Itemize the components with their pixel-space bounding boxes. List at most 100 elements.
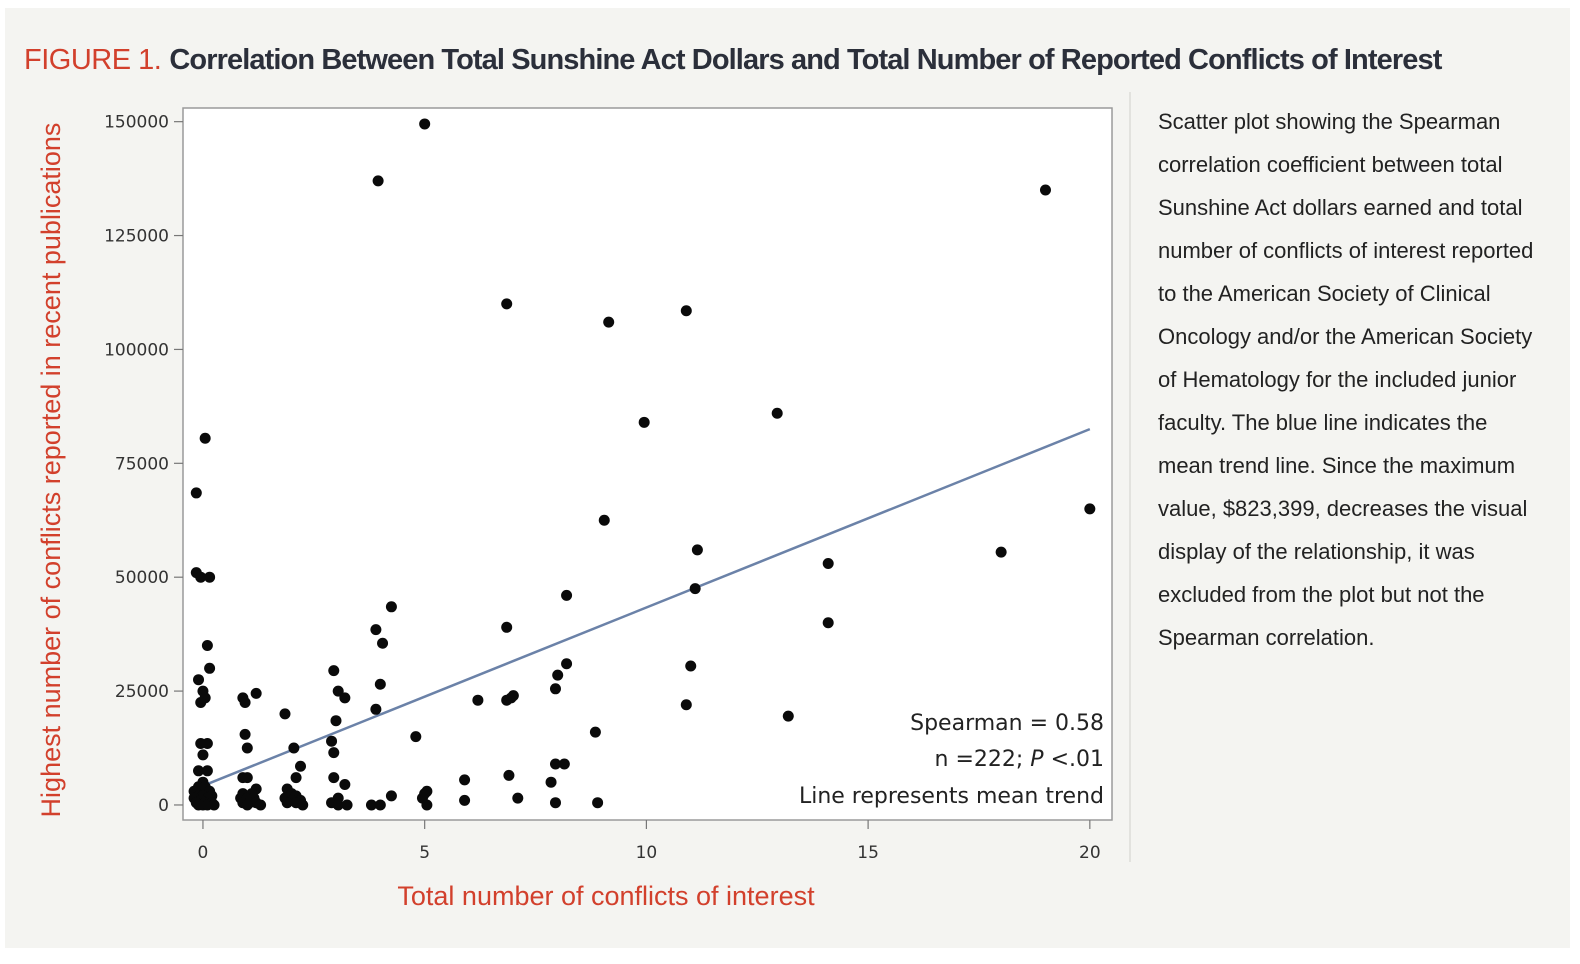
data-point <box>201 737 213 749</box>
data-point <box>782 710 794 722</box>
annotation-spearman: Spearman = 0.58 <box>910 711 1104 736</box>
data-point <box>365 799 377 811</box>
figure-title-text: Correlation Between Total Sunshine Act D… <box>169 44 1442 76</box>
data-point <box>459 794 471 806</box>
x-tick-label: 20 <box>1079 843 1101 863</box>
data-point <box>374 799 386 811</box>
data-point <box>561 658 573 670</box>
data-point <box>680 699 692 711</box>
data-point <box>638 416 650 428</box>
data-point <box>288 742 300 754</box>
data-point <box>691 544 703 556</box>
data-point <box>512 792 524 804</box>
data-point <box>771 407 783 419</box>
data-point <box>332 685 344 697</box>
data-point <box>239 728 251 740</box>
data-point <box>241 772 253 784</box>
data-point <box>552 669 564 681</box>
y-tick-label: 25000 <box>115 682 169 702</box>
trend-line <box>202 427 1091 787</box>
data-point <box>503 769 515 781</box>
data-point <box>558 758 570 770</box>
y-tick-label: 100000 <box>104 340 169 360</box>
data-point <box>549 797 561 809</box>
data-point <box>330 715 342 727</box>
y-tick-label: 50000 <box>115 568 169 588</box>
data-point <box>204 662 216 674</box>
data-point <box>589 726 601 738</box>
data-point <box>545 776 557 788</box>
data-point <box>507 690 519 702</box>
data-point <box>822 558 834 570</box>
annotation-p-value: <.01 <box>1044 747 1104 772</box>
annotation-n: n =222; <box>935 747 1031 772</box>
data-point <box>421 799 433 811</box>
data-point <box>370 624 382 636</box>
y-tick-label: 0 <box>158 796 169 816</box>
data-point <box>374 678 386 690</box>
figure-title: FIGURE 1. Correlation Between Total Suns… <box>24 42 1442 78</box>
data-point <box>995 546 1007 558</box>
data-point <box>297 799 309 811</box>
data-point <box>385 790 397 802</box>
data-point <box>195 571 207 583</box>
x-tick-label: 10 <box>636 843 658 863</box>
data-point <box>1039 184 1051 196</box>
data-point <box>290 772 302 784</box>
data-point <box>459 774 471 786</box>
data-point <box>410 731 422 743</box>
data-point <box>689 583 701 595</box>
data-point <box>561 589 573 601</box>
data-point <box>598 514 610 526</box>
data-point <box>241 799 253 811</box>
x-tick-label: 15 <box>857 843 879 863</box>
data-point <box>385 601 397 613</box>
data-point <box>201 765 213 777</box>
data-point <box>239 696 251 708</box>
data-point <box>341 799 353 811</box>
data-point <box>190 487 202 499</box>
data-point <box>281 797 293 809</box>
data-point <box>685 660 697 672</box>
y-tick-label: 125000 <box>104 227 169 247</box>
data-point <box>419 118 431 130</box>
figure-caption: Scatter plot showing the Spearman correl… <box>1158 109 1534 650</box>
data-point <box>339 692 351 704</box>
data-point <box>279 708 291 720</box>
data-point <box>501 621 513 633</box>
data-point <box>603 316 615 328</box>
data-point <box>326 735 338 747</box>
y-tick-label: 75000 <box>115 454 169 474</box>
data-point <box>372 175 384 187</box>
data-point <box>1084 503 1096 515</box>
data-point <box>332 799 344 811</box>
data-point <box>680 305 692 317</box>
data-point <box>472 694 484 706</box>
y-tick-label: 150000 <box>104 113 169 133</box>
data-point <box>250 687 262 699</box>
data-point <box>295 760 307 772</box>
data-point <box>328 747 340 759</box>
data-point <box>822 617 834 629</box>
figure-label: FIGURE 1. <box>24 44 162 76</box>
x-tick-label: 0 <box>198 843 209 863</box>
data-point <box>549 683 561 695</box>
annotation-trend: Line represents mean trend <box>799 784 1104 809</box>
data-point <box>197 749 209 761</box>
data-point <box>501 298 513 310</box>
data-point <box>255 799 267 811</box>
annotation-n-p: n =222; P <.01 <box>935 747 1104 772</box>
y-axis-title: Highest number of conflicts reported in … <box>36 123 66 818</box>
data-point <box>377 637 389 649</box>
data-point <box>328 665 340 677</box>
data-point <box>195 696 207 708</box>
data-point <box>549 758 561 770</box>
plot-area <box>182 107 1113 821</box>
x-tick-label: 5 <box>419 843 430 863</box>
data-point <box>592 797 604 809</box>
data-point <box>370 703 382 715</box>
data-point <box>193 765 205 777</box>
data-point <box>328 772 340 784</box>
x-axis-title: Total number of conflicts of interest <box>397 881 815 911</box>
